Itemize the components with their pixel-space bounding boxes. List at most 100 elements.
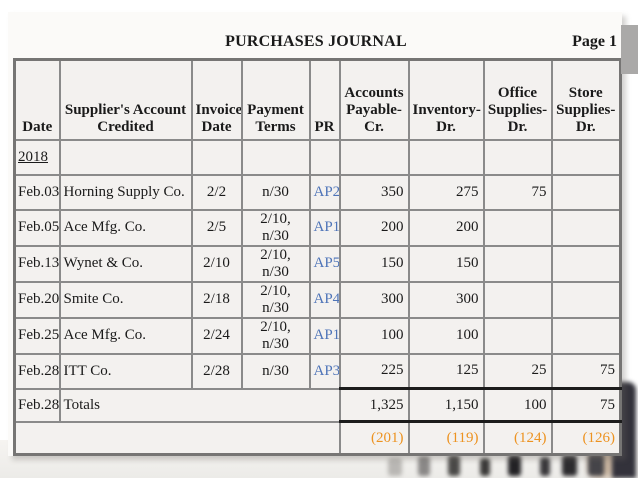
empty-cell (338, 138, 410, 176)
inventory-cell: 100 (407, 316, 485, 355)
supplier-cell: Wynet & Co. (58, 244, 193, 283)
supplier-cell: Horning Supply Co. (58, 173, 193, 211)
blurred-person-legs (508, 455, 521, 476)
office-supplies-cell (482, 208, 553, 247)
store-supplies-cell (550, 208, 622, 247)
payment-terms-cell: 2/10, n/30 (240, 316, 311, 355)
accounts-payable-total: 1,325 (338, 387, 410, 423)
empty-cell (550, 138, 622, 176)
title-bar: PURCHASES JOURNAL Page 1 (13, 33, 619, 53)
journal-entry-row: Feb.28 ITT Co. 2/28 n/30 AP3 225 125 25 … (13, 352, 622, 390)
col-header-invoice-date: Invoice Date (190, 58, 243, 141)
totals-label: Totals (58, 387, 341, 423)
date-cell: Feb.05 (13, 208, 61, 247)
empty-cell (13, 420, 341, 456)
office-supplies-cell (482, 244, 553, 283)
col-header-accounts-payable: Accounts Payable- Cr. (338, 58, 410, 141)
empty-cell (190, 138, 243, 176)
payment-terms-cell: 2/10, n/30 (240, 244, 311, 283)
totals-row: Feb.28 Totals 1,325 1,150 100 75 (13, 387, 622, 423)
payment-terms-cell: n/30 (240, 352, 311, 390)
empty-cell (308, 138, 341, 176)
journal-entry-row: Feb.25 Ace Mfg. Co. 2/24 2/10, n/30 AP1 … (13, 316, 622, 355)
store-supplies-cell (550, 316, 622, 355)
accounts-payable-cell: 150 (338, 244, 410, 283)
store-supplies-account-ref: (126) (550, 420, 622, 456)
journal-entry-row: Feb.05 Ace Mfg. Co. 2/5 2/10, n/30 AP1 2… (13, 208, 622, 247)
posting-reference-row: (201) (119) (124) (126) (13, 420, 622, 456)
date-cell: Feb.28 (13, 352, 61, 390)
payment-terms-cell: 2/10, n/30 (240, 280, 311, 319)
invoice-date-cell: 2/2 (190, 173, 243, 211)
store-supplies-total: 75 (550, 387, 622, 423)
supplier-cell: Ace Mfg. Co. (58, 208, 193, 247)
inventory-cell: 125 (407, 352, 485, 390)
posting-ref-link[interactable]: AP1 (308, 316, 341, 355)
store-supplies-cell (550, 280, 622, 319)
accounts-payable-account-ref: (201) (338, 420, 410, 456)
page-number: Page 1 (572, 33, 617, 50)
inventory-cell: 150 (407, 244, 485, 283)
purchases-journal-table: Date Supplier's Account Credited Invoice… (13, 58, 622, 456)
journal-entry-row: Feb.20 Smite Co. 2/18 2/10, n/30 AP4 300… (13, 280, 622, 319)
blurred-person-legs (540, 457, 550, 476)
journal-entry-row: Feb.13 Wynet & Co. 2/10 2/10, n/30 AP5 1… (13, 244, 622, 283)
invoice-date-cell: 2/5 (190, 208, 243, 247)
empty-cell (240, 138, 311, 176)
invoice-date-cell: 2/28 (190, 352, 243, 390)
date-cell: Feb.20 (13, 280, 61, 319)
store-supplies-cell (550, 173, 622, 211)
blurred-person-legs (562, 455, 577, 476)
accounts-payable-cell: 300 (338, 280, 410, 319)
invoice-date-cell: 2/24 (190, 316, 243, 355)
blurred-person-legs (480, 458, 490, 476)
inventory-cell: 275 (407, 173, 485, 211)
blurred-person-legs (388, 458, 402, 476)
blurred-person-legs (588, 454, 604, 476)
empty-cell (407, 138, 485, 176)
blurred-person-legs (448, 455, 460, 476)
supplier-cell: Ace Mfg. Co. (58, 316, 193, 355)
date-cell: Feb.03 (13, 173, 61, 211)
office-supplies-total: 100 (482, 387, 553, 423)
invoice-date-cell: 2/18 (190, 280, 243, 319)
posting-ref-link[interactable]: AP5 (308, 244, 341, 283)
posting-ref-link[interactable]: AP2 (308, 173, 341, 211)
journal-title: PURCHASES JOURNAL (225, 33, 407, 50)
payment-terms-cell: 2/10, n/30 (240, 208, 311, 247)
col-header-pr: PR (308, 58, 341, 141)
supplier-cell: Smite Co. (58, 280, 193, 319)
col-header-office-supplies: Office Supplies- Dr. (482, 58, 553, 141)
posting-ref-link[interactable]: AP4 (308, 280, 341, 319)
accounts-payable-cell: 200 (338, 208, 410, 247)
scrollbar-thumb[interactable] (621, 25, 638, 74)
empty-cell (58, 138, 193, 176)
office-supplies-account-ref: (124) (482, 420, 553, 456)
accounts-payable-cell: 100 (338, 316, 410, 355)
col-header-store-supplies: Store Supplies- Dr. (550, 58, 622, 141)
col-header-payment-terms: Payment Terms (240, 58, 311, 141)
inventory-cell: 300 (407, 280, 485, 319)
accounts-payable-cell: 225 (338, 352, 410, 390)
office-supplies-cell (482, 280, 553, 319)
date-cell: Feb.25 (13, 316, 61, 355)
inventory-total: 1,150 (407, 387, 485, 423)
store-supplies-cell (550, 244, 622, 283)
header-row: Date Supplier's Account Credited Invoice… (13, 58, 622, 141)
office-supplies-cell: 75 (482, 173, 553, 211)
col-header-supplier: Supplier's Account Credited (58, 58, 193, 141)
accounts-payable-cell: 350 (338, 173, 410, 211)
year-cell: 2018 (13, 138, 61, 176)
empty-cell (482, 138, 553, 176)
year-row: 2018 (13, 138, 622, 176)
col-header-date: Date (13, 58, 61, 141)
journal-sheet: PURCHASES JOURNAL Page 1 Date Supplier's… (8, 12, 622, 456)
payment-terms-cell: n/30 (240, 173, 311, 211)
posting-ref-link[interactable]: AP1 (308, 208, 341, 247)
posting-ref-link[interactable]: AP3 (308, 352, 341, 390)
inventory-cell: 200 (407, 208, 485, 247)
supplier-cell: ITT Co. (58, 352, 193, 390)
invoice-date-cell: 2/10 (190, 244, 243, 283)
inventory-account-ref: (119) (407, 420, 485, 456)
